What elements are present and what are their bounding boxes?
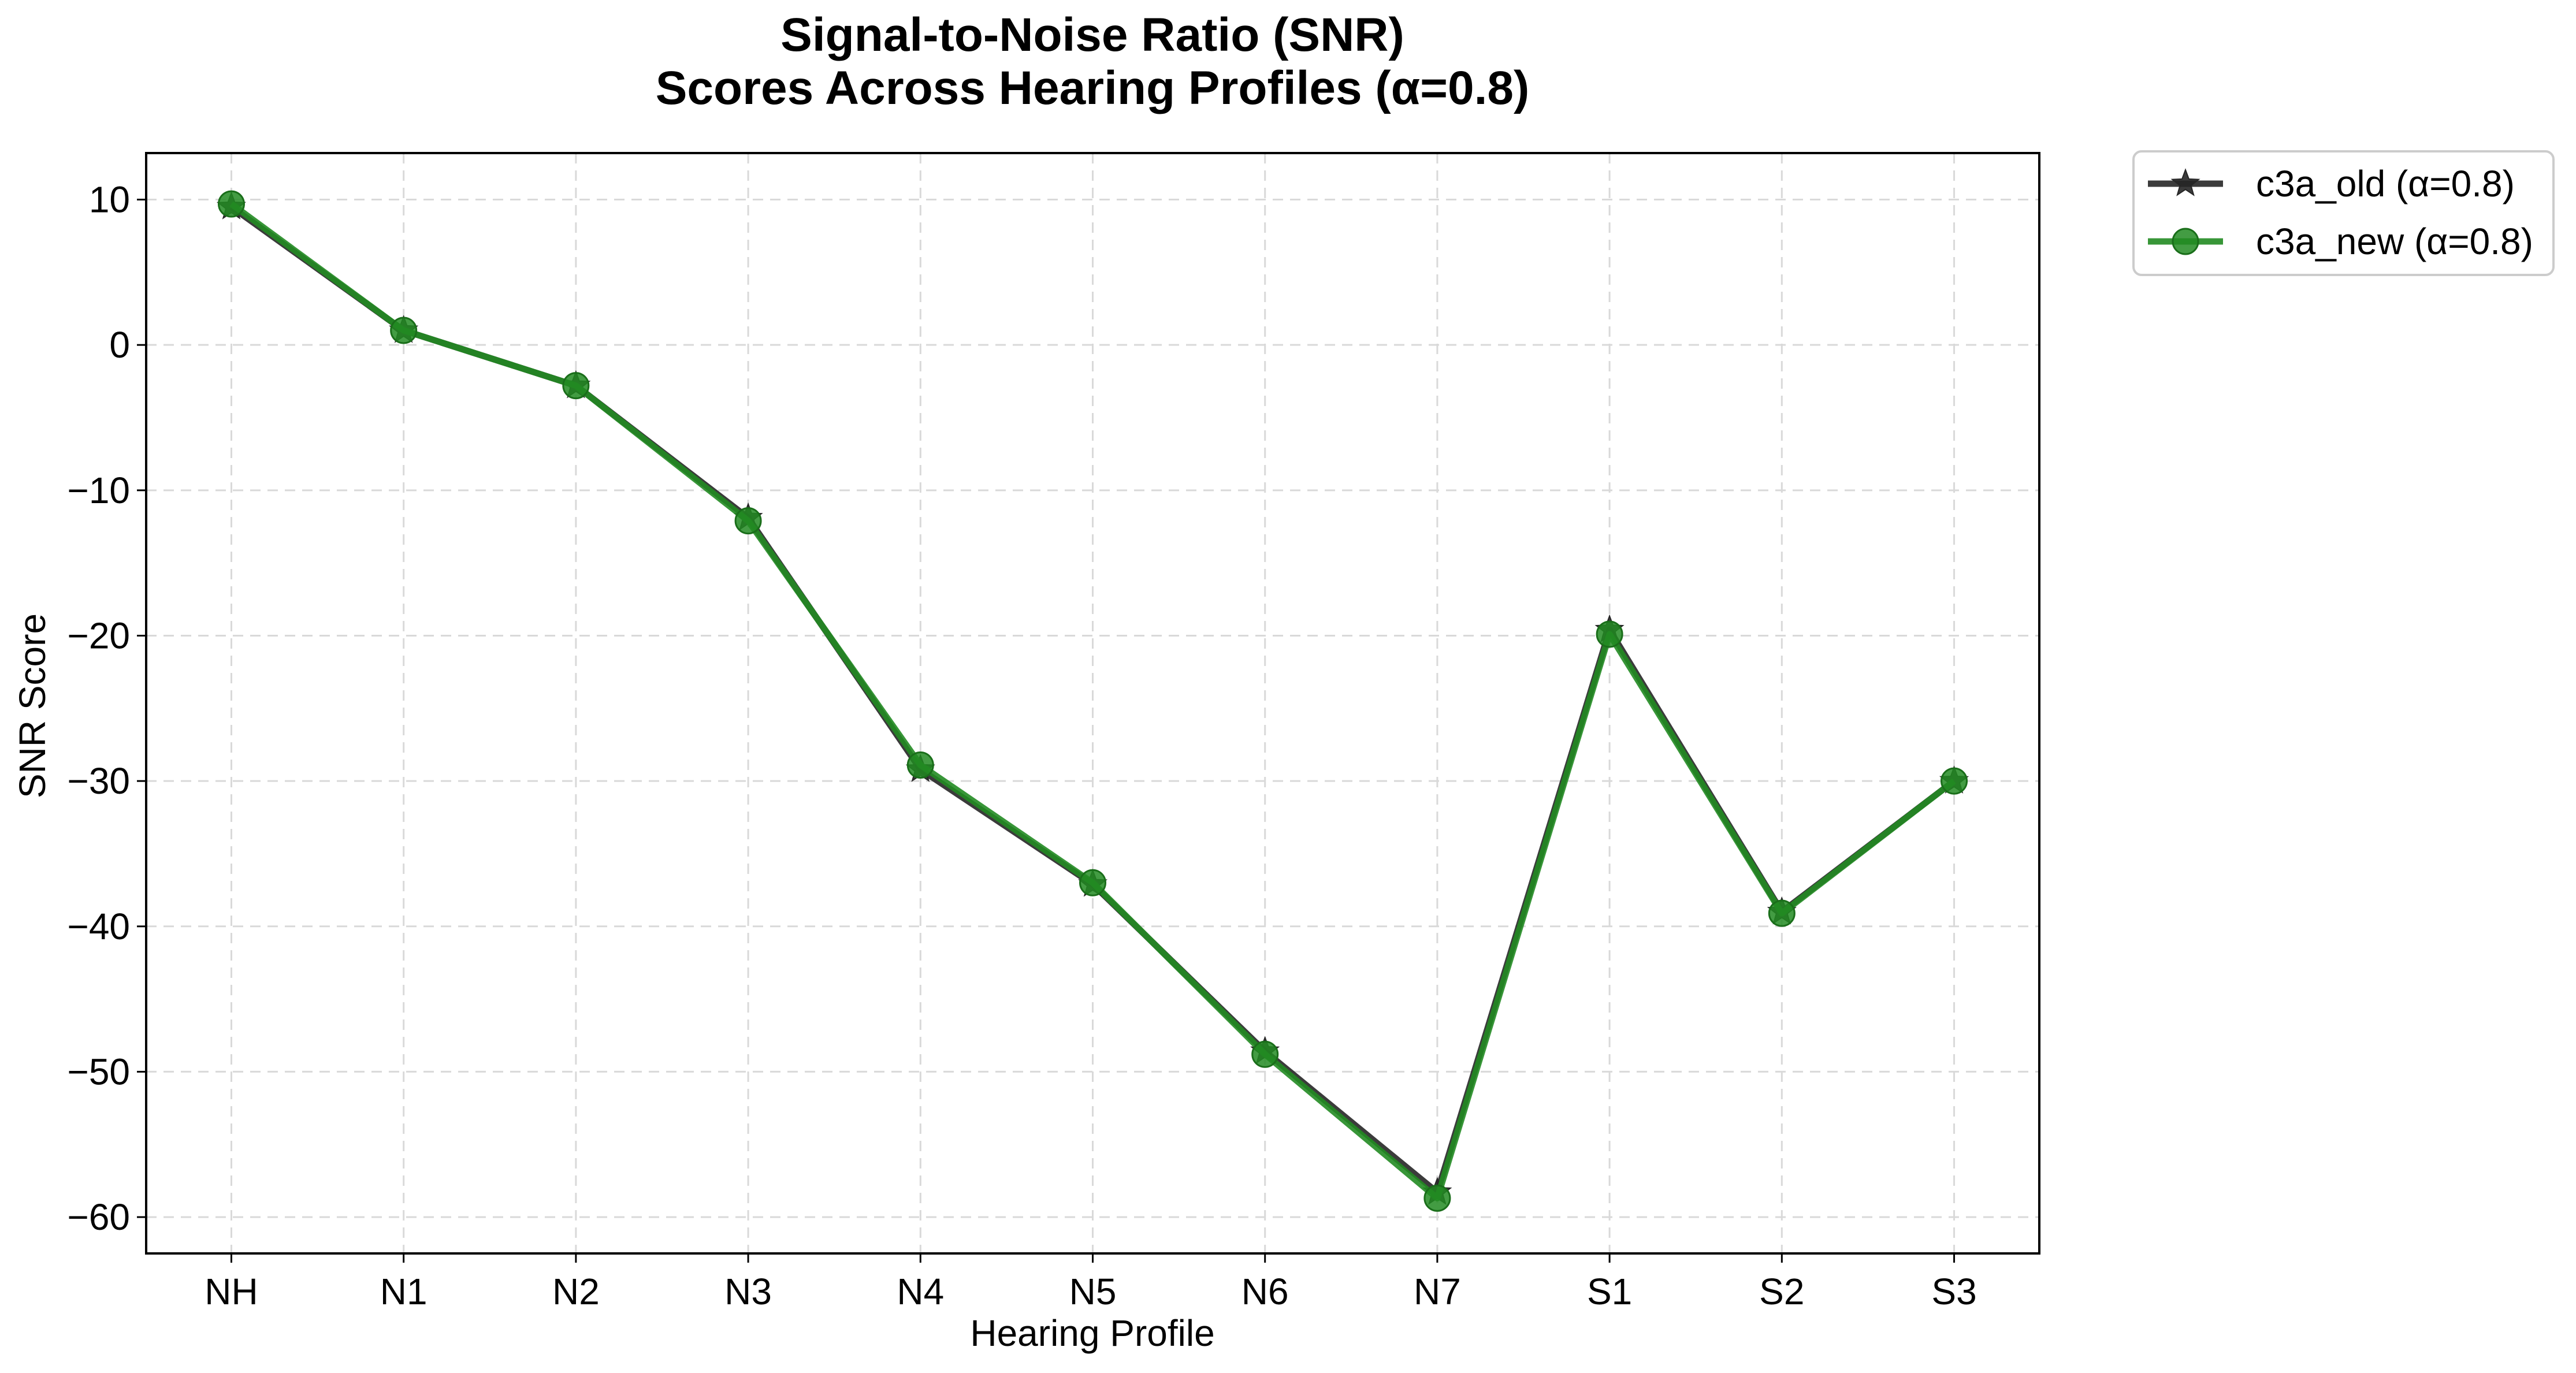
x-tick-label: N4	[897, 1271, 944, 1312]
y-tick-label: −60	[67, 1196, 130, 1238]
x-tick-label: N1	[380, 1271, 428, 1312]
series-1-point	[1251, 1040, 1279, 1068]
series-1-point	[562, 372, 590, 400]
x-tick-label: S1	[1587, 1271, 1632, 1312]
y-tick-label: −20	[67, 615, 130, 656]
y-tick-label: −30	[67, 760, 130, 802]
x-tick-label: S3	[1931, 1271, 1976, 1312]
chart-title-line-2: Scores Across Hearing Profiles (α=0.8)	[656, 62, 1530, 114]
series-1-point	[1079, 869, 1106, 896]
legend: c3a_old (α=0.8) c3a_new (α=0.8)	[2132, 150, 2555, 276]
x-tick-label: N3	[724, 1271, 772, 1312]
x-axis-label: Hearing Profile	[970, 1312, 1214, 1354]
series-1-point	[1941, 767, 1968, 795]
grid-lines	[146, 153, 2039, 1253]
x-tick-label: NH	[205, 1271, 258, 1312]
legend-items: c3a_old (α=0.8) c3a_new (α=0.8)	[2148, 163, 2533, 262]
y-tick-label: −10	[67, 470, 130, 511]
series-1-point	[734, 507, 762, 535]
series-1-point	[1768, 899, 1796, 927]
axis-ticks: NH N1 N2 N3 N4 N5 N6 N7 S1 S2 S3 10 0 −10 −20 −30 −40 −50…	[67, 179, 1976, 1312]
x-tick-label: S2	[1759, 1271, 1804, 1312]
series-1-point	[906, 751, 934, 779]
y-tick-label: 0	[109, 324, 130, 366]
chart-title-line-1: Signal-to-Noise Ratio (SNR)	[780, 9, 1404, 61]
series-layer	[216, 190, 1969, 1212]
x-tick-label: N2	[552, 1271, 600, 1312]
series-1-point	[1423, 1184, 1451, 1212]
legend-swatch-marker	[2172, 228, 2199, 255]
x-tick-label: N6	[1241, 1271, 1289, 1312]
y-tick-label: −40	[67, 906, 130, 947]
x-tick-label: N7	[1414, 1271, 1461, 1312]
series-1-point	[217, 190, 245, 218]
series-1-point	[390, 317, 418, 344]
legend-box	[2132, 150, 2555, 276]
legend-swatch-marker	[2170, 168, 2200, 196]
y-tick-label: 10	[89, 179, 130, 221]
y-tick-label: −50	[67, 1051, 130, 1092]
x-tick-label: N5	[1069, 1271, 1117, 1312]
legend-label: c3a_old (α=0.8)	[2256, 163, 2515, 204]
legend-label: c3a_new (α=0.8)	[2256, 221, 2533, 262]
series-1-point	[1596, 620, 1623, 648]
y-axis-label: SNR Score	[12, 613, 53, 798]
